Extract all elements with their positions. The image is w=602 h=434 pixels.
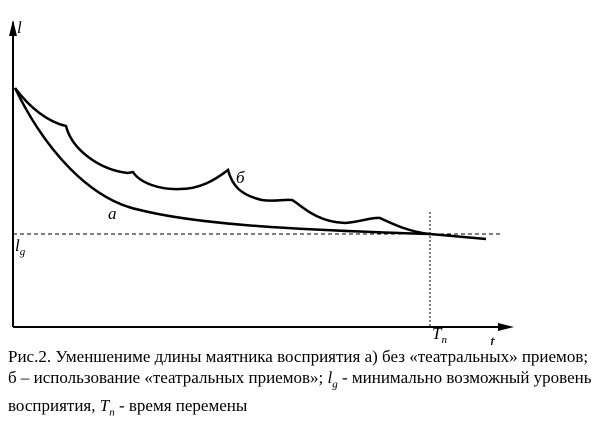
subscript: n (109, 406, 115, 419)
level-symbol: l (15, 236, 20, 255)
time-label: Tn (432, 324, 447, 345)
y-axis-label: l (17, 18, 22, 37)
time-symbol: T (432, 324, 443, 343)
x-arrow (498, 323, 514, 331)
caption-symbol: lg (327, 368, 338, 391)
symbol: T (99, 396, 110, 416)
level-subscript: g (20, 246, 26, 258)
caption-text: Рис.2. Уменшениме длины маятника восприя… (8, 347, 589, 387)
y-arrow (9, 20, 17, 36)
curve-b (14, 87, 431, 236)
symbol: l (327, 368, 333, 387)
x-axis-label: t (490, 332, 496, 345)
subscript: g (332, 378, 338, 391)
caption-text: - время перемены (114, 396, 248, 416)
level-label: lg (15, 236, 26, 258)
curve-a-label: а (108, 204, 117, 223)
caption: Рис.2. Уменшениме длины маятника восприя… (8, 346, 594, 424)
caption-symbol: Tn (99, 396, 115, 418)
curve-b-label: б (236, 168, 245, 187)
curve-a (13, 87, 487, 241)
time-subscript: n (441, 334, 447, 345)
figure: l t lg Tn а б (9, 18, 514, 351)
caption-text: - минимально возможный уровень восприяти… (8, 368, 592, 416)
